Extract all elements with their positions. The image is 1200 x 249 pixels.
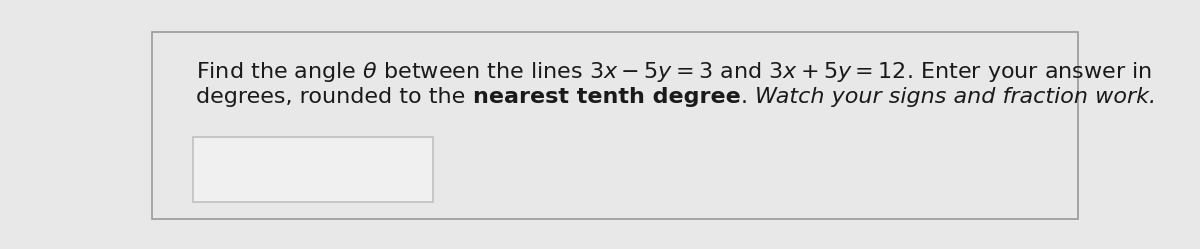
Text: degrees, rounded to the: degrees, rounded to the — [197, 87, 473, 107]
Text: Watch your signs and fraction work.: Watch your signs and fraction work. — [755, 87, 1156, 107]
Text: Find the angle $\theta$ between the lines $3x-5y=3$ and $3x+5y=12$. Enter your a: Find the angle $\theta$ between the line… — [197, 60, 1152, 84]
FancyBboxPatch shape — [152, 32, 1078, 219]
Text: .: . — [740, 87, 755, 107]
FancyBboxPatch shape — [193, 137, 433, 202]
Text: nearest tenth degree: nearest tenth degree — [473, 87, 740, 107]
